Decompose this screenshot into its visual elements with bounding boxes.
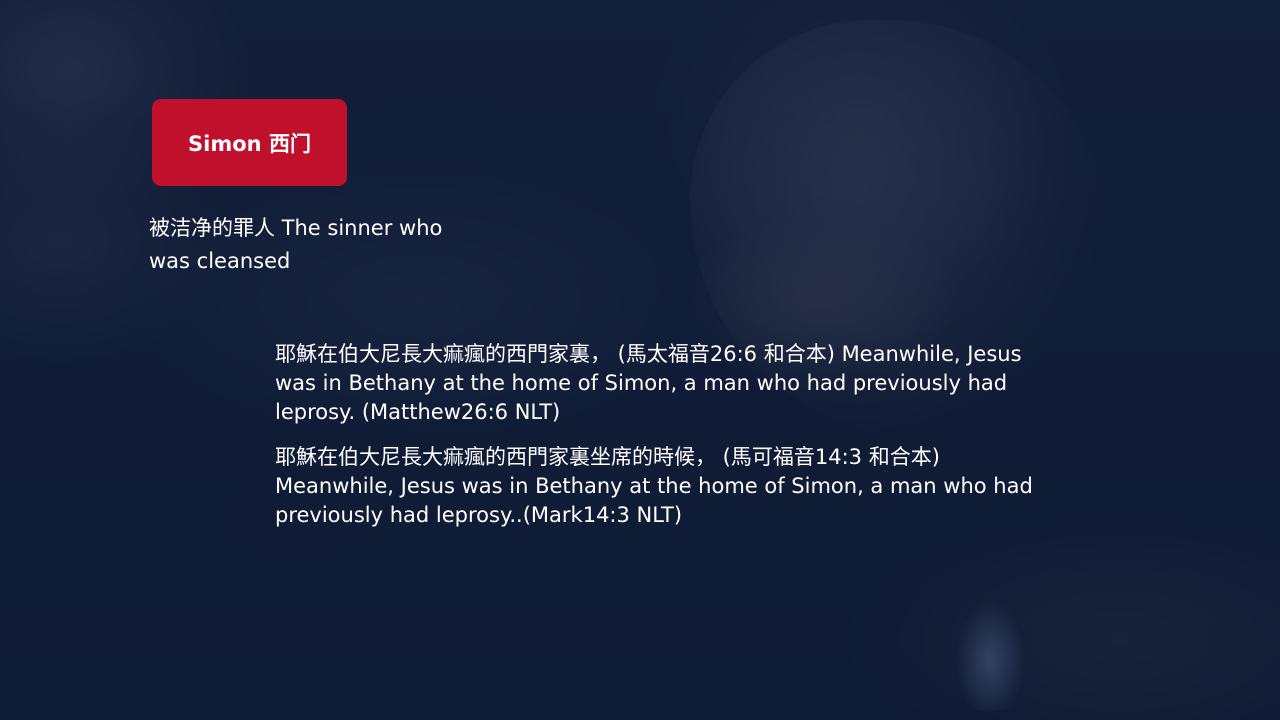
- slide-subtitle: 被洁净的罪人 The sinner who was cleansed: [149, 216, 443, 273]
- title-box: Simon 西门: [152, 99, 347, 186]
- verse-matthew: 耶穌在伯大尼長大痲瘋的西門家裏， (馬太福音26:6 和合本) Meanwhil…: [275, 342, 1022, 424]
- verse-list: 耶穌在伯大尼長大痲瘋的西門家裏， (馬太福音26:6 和合本) Meanwhil…: [275, 340, 1055, 546]
- verse-mark: 耶穌在伯大尼長大痲瘋的西門家裏坐席的時候， (馬可福音14:3 和合本) Mea…: [275, 445, 1033, 527]
- background-figure: [690, 20, 1110, 440]
- background-vase: [955, 600, 1025, 710]
- slide-title: Simon 西门: [188, 131, 311, 156]
